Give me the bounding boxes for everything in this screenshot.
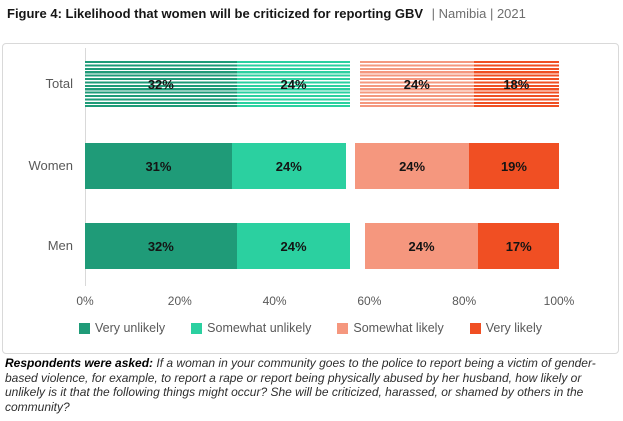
x-tick-0: 0% — [76, 294, 94, 308]
figure-title-main: Figure 4: Likelihood that women will be … — [7, 6, 424, 21]
segment-value-label: 24% — [280, 76, 307, 92]
legend-item-somewhat-unlikely: Somewhat unlikely — [191, 321, 311, 335]
segment-very-likely: 19% — [468, 143, 559, 189]
x-tick-100: 100% — [543, 294, 575, 308]
bar-row-total: Total 32% 24% 24% 18% — [3, 61, 618, 107]
segment-very-likely: 18% — [473, 61, 559, 107]
x-tick-60: 60% — [357, 294, 382, 308]
legend-swatch-icon — [337, 322, 349, 334]
legend-swatch-icon — [78, 322, 90, 334]
footnote: Respondents were asked: If a woman in yo… — [5, 356, 618, 414]
footnote-lead: Respondents were asked: — [5, 356, 154, 370]
segment-value-label: 19% — [500, 158, 527, 174]
segment-value-label: 24% — [408, 238, 435, 254]
segment-value-label: 31% — [145, 158, 172, 174]
figure-title: Figure 4: Likelihood that women will be … — [7, 6, 526, 21]
segment-somewhat-unlikely: 24% — [236, 223, 351, 269]
bar-row-men: Men 32% 24% 24% 17% — [3, 223, 618, 269]
legend-label: Very unlikely — [94, 321, 166, 335]
segment-very-unlikely: 31% — [85, 143, 232, 189]
legend-item-somewhat-likely: Somewhat likely — [337, 321, 444, 335]
legend-label: Very likely — [485, 321, 542, 335]
segment-value-label: 18% — [503, 76, 530, 92]
segment-value-label: 24% — [280, 238, 307, 254]
stacked-bar: 32% 24% 24% 17% — [85, 223, 559, 269]
legend-item-very-likely: Very likely — [469, 321, 542, 335]
segment-value-label: 24% — [275, 158, 302, 174]
legend-label: Somewhat likely — [353, 321, 444, 335]
segment-value-label: 32% — [147, 76, 174, 92]
stacked-bar: 32% 24% 24% 18% — [85, 61, 559, 107]
segment-somewhat-unlikely: 24% — [231, 143, 346, 189]
segment-very-likely: 17% — [478, 223, 559, 269]
segment-value-label: 24% — [399, 158, 426, 174]
segment-somewhat-likely: 24% — [359, 61, 474, 107]
category-label-women: Women — [28, 158, 73, 173]
segment-somewhat-unlikely: 24% — [236, 61, 351, 107]
segment-very-unlikely: 32% — [85, 61, 237, 107]
stacked-bar: 31% 24% 24% 19% — [85, 143, 559, 189]
category-label-men: Men — [47, 238, 73, 253]
x-tick-40: 40% — [262, 294, 287, 308]
segment-value-label: 32% — [147, 238, 174, 254]
footnote-body: If a woman in your community goes to the… — [5, 356, 596, 414]
segment-value-label: 24% — [403, 76, 430, 92]
legend-swatch-icon — [469, 322, 481, 334]
segment-somewhat-likely: 24% — [355, 143, 469, 189]
segment-very-unlikely: 32% — [85, 223, 237, 269]
legend-swatch-icon — [191, 322, 203, 334]
legend-item-very-unlikely: Very unlikely — [78, 321, 166, 335]
x-tick-20: 20% — [167, 294, 192, 308]
segment-value-label: 17% — [505, 238, 532, 254]
x-tick-80: 80% — [452, 294, 477, 308]
legend-label: Somewhat unlikely — [207, 321, 312, 335]
legend: Very unlikely Somewhat unlikely Somewhat l… — [3, 321, 618, 335]
bar-row-women: Women 31% 24% 24% 19% — [3, 143, 618, 189]
chart-panel: Total 32% 24% 24% 18% Women 31% 24% 24% 19% Men 32%… — [2, 43, 619, 354]
figure-title-meta: | Namibia | 2021 — [431, 6, 526, 21]
category-label-total: Total — [45, 76, 73, 91]
segment-somewhat-likely: 24% — [364, 223, 479, 269]
